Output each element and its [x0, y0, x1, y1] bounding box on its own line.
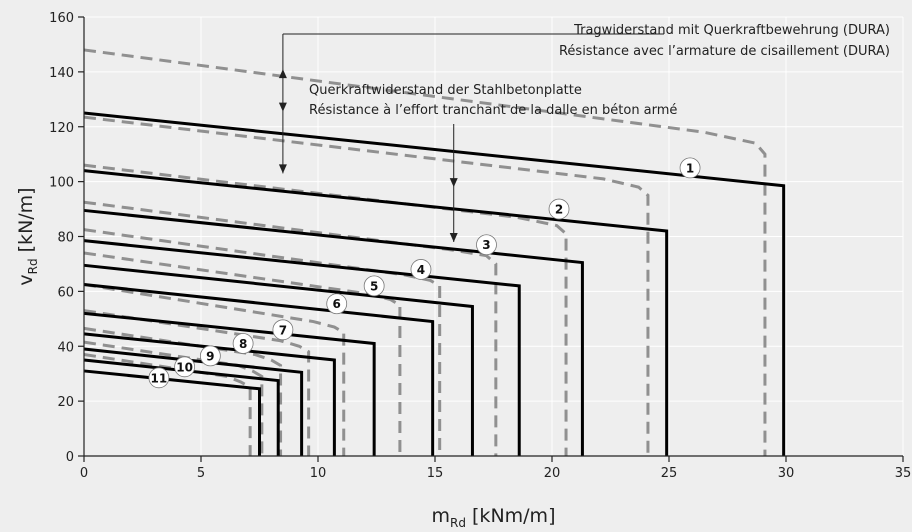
marker-circle-8 — [232, 333, 254, 354]
solid-series-line-5 — [83, 263, 474, 456]
annotation-slab-fr: Résistance à l’effort tranchant de la da… — [309, 103, 677, 118]
dura-arrowhead — [278, 164, 287, 174]
marker-circle-7 — [272, 319, 294, 341]
y-tick-label: 80 — [57, 231, 74, 246]
solid-series-line-3 — [83, 208, 584, 456]
marker-circle-10 — [174, 356, 196, 378]
y-axis-subscript: Rd — [26, 258, 40, 274]
x-tick-label: 0 — [80, 466, 88, 481]
y-axis-title: vRd [kN/m] — [15, 187, 40, 285]
marker-label-3: 3 — [482, 238, 490, 252]
annotation-dura-de: Tragwiderstand mit Querkraftbewehrung (D… — [573, 23, 890, 38]
curve-markers: 1 2 3 4 5 6 7 8 9 10 11 — [148, 157, 701, 389]
marker-label-5: 5 — [370, 279, 378, 293]
marker-label-7: 7 — [279, 323, 287, 337]
y-tick-label: 0 — [66, 450, 74, 465]
marker-circle-4 — [410, 259, 432, 280]
x-axis-title: mRd [kNm/m] — [432, 505, 556, 530]
solid-series-line-1 — [83, 111, 786, 456]
marker-circle-6 — [326, 293, 348, 315]
slab-arrowhead-upper — [449, 178, 458, 188]
y-tick-label: 40 — [57, 340, 74, 355]
marker-label-8: 8 — [239, 337, 247, 351]
dashed-series-line — [83, 115, 650, 456]
dashed-series-line — [83, 228, 442, 456]
solid-curves — [83, 111, 786, 456]
solid-series-line-10 — [83, 358, 280, 456]
dura-arrowhead-top — [278, 69, 287, 79]
x-tick-label: 10 — [310, 466, 327, 481]
x-tick-label: 20 — [544, 466, 561, 481]
dashed-curves — [83, 48, 767, 456]
y-axis-unit: [kN/m] — [15, 187, 37, 258]
marker-label-9: 9 — [206, 349, 214, 363]
x-tick-label: 5 — [197, 466, 205, 481]
annotation-slab-de: Querkraftwiderstand der Stahlbetonplatte — [309, 83, 582, 98]
y-tick-label: 140 — [49, 66, 74, 81]
marker-label-6: 6 — [333, 297, 341, 311]
solid-series-line-7 — [83, 311, 376, 456]
y-axis-symbol: v — [15, 274, 37, 285]
axes — [78, 16, 904, 462]
solid-series-line-9 — [83, 347, 304, 456]
x-tick-label: 25 — [661, 466, 678, 481]
marker-circle-5 — [363, 275, 385, 297]
marker-circle-2 — [548, 198, 570, 220]
y-tick-label: 60 — [57, 285, 74, 300]
marker-label-10: 10 — [176, 360, 193, 374]
marker-label-1: 1 — [686, 161, 694, 175]
x-tick-label: 35 — [895, 466, 912, 481]
y-tick-label: 120 — [49, 121, 74, 136]
x-axis-unit: [kNm/m] — [466, 505, 556, 527]
marker-label-2: 2 — [555, 203, 563, 217]
annotation-dura-fr: Résistance avec l’armature de cisailleme… — [559, 44, 890, 59]
marker-circle-3 — [476, 234, 497, 256]
dashed-series-line — [83, 309, 311, 456]
y-tick-label: 160 — [49, 11, 74, 26]
y-tick-label: 100 — [49, 176, 74, 191]
dashed-series-line — [83, 283, 346, 456]
marker-circle-11 — [148, 367, 170, 389]
y-tick-label: 20 — [57, 395, 74, 410]
dura-arrowhead-upper — [278, 102, 287, 112]
solid-series-line-8 — [83, 332, 336, 456]
x-tick-label: 30 — [778, 466, 795, 481]
marker-label-4: 4 — [417, 263, 425, 277]
solid-series-line-2 — [83, 169, 669, 456]
solid-series-line-6 — [83, 283, 435, 456]
marker-circle-1 — [679, 157, 701, 179]
annotations — [278, 33, 664, 242]
solid-series-line-4 — [83, 239, 521, 456]
dashed-series-line — [83, 200, 498, 456]
dashed-series-line — [83, 251, 402, 456]
solid-series-line-11 — [83, 369, 261, 456]
marker-label-11: 11 — [151, 371, 168, 385]
x-axis-subscript: Rd — [450, 516, 466, 530]
x-axis-symbol: m — [432, 505, 451, 527]
slab-arrowhead — [449, 232, 458, 242]
marker-circle-9 — [199, 345, 221, 367]
x-tick-label: 15 — [427, 466, 444, 481]
grid-lines — [83, 16, 904, 457]
